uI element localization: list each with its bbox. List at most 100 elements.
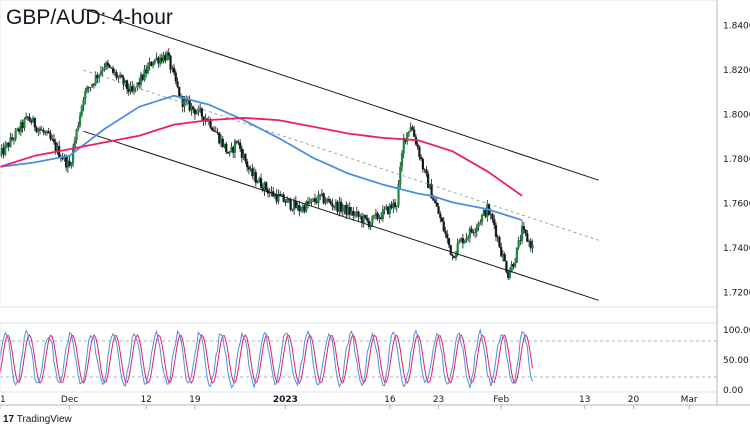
candle-body <box>383 209 386 210</box>
candle-body <box>380 217 383 219</box>
candle-body <box>105 62 108 68</box>
candle-body <box>519 240 522 242</box>
candle-body <box>482 210 485 215</box>
candle-body <box>66 160 69 168</box>
candle-body <box>103 67 106 70</box>
candle-body <box>228 151 231 154</box>
candle-body <box>461 238 465 244</box>
candle-body <box>84 90 87 100</box>
candle-body <box>89 87 92 89</box>
candle-body <box>467 237 470 239</box>
candle-body <box>517 240 520 248</box>
candle-body <box>145 69 148 74</box>
candle-body <box>284 201 287 203</box>
candle-body <box>348 207 351 215</box>
price-tick-label: 1.82000 <box>723 66 750 76</box>
candle-body <box>197 107 200 113</box>
candle-body <box>71 147 75 164</box>
candle-body <box>106 62 109 66</box>
candle-body <box>427 173 430 188</box>
candle-body <box>339 201 343 212</box>
candle-body <box>371 215 374 223</box>
stochastic-k-line <box>0 328 533 389</box>
time-tick-label: 19 <box>189 395 201 405</box>
candle-body <box>385 206 388 210</box>
candle-body <box>124 80 127 85</box>
osc-tick-label: 50.00 <box>723 356 749 366</box>
time-tick-label: 13 <box>579 395 590 405</box>
candle-body <box>470 228 473 232</box>
candle-body <box>258 178 261 183</box>
candle-body <box>480 214 484 223</box>
candle-body <box>479 222 482 224</box>
candle-body <box>181 96 184 107</box>
candle-body <box>167 52 170 56</box>
candle-body <box>98 74 101 79</box>
candle-body <box>514 262 517 267</box>
candle-body <box>413 129 416 137</box>
candle-body <box>320 193 324 196</box>
candle-body <box>395 205 398 207</box>
candle-body <box>37 128 40 132</box>
candle-body <box>293 200 296 211</box>
candle-body <box>388 204 391 215</box>
candle-body <box>232 146 235 153</box>
candle-body <box>472 231 475 234</box>
candle-body <box>420 157 423 160</box>
candle-body <box>237 142 240 144</box>
candle-body <box>432 198 435 201</box>
candle-body <box>174 72 177 82</box>
candle-body <box>289 199 292 210</box>
candle-body <box>242 153 245 158</box>
candle-body <box>125 80 129 89</box>
candle-body <box>355 211 358 214</box>
candle-body <box>360 216 364 223</box>
candle-body <box>120 75 123 78</box>
candle-body <box>527 240 531 242</box>
chart-title: GBP/AUD: 4-hour <box>6 6 173 29</box>
candle-body <box>357 211 360 217</box>
candle-body <box>475 226 478 232</box>
candle-body <box>4 144 7 155</box>
candle-body <box>397 184 400 206</box>
candle-body <box>477 222 480 227</box>
candle-body <box>444 231 447 234</box>
candle-body <box>270 191 273 193</box>
candle-body <box>118 75 122 77</box>
candle-body <box>33 117 36 128</box>
candle-body <box>127 88 130 92</box>
candle-body <box>334 201 337 207</box>
candle-body <box>65 156 68 168</box>
candle-body <box>491 213 494 220</box>
candle-body <box>280 194 284 196</box>
candle-body <box>235 140 238 143</box>
candle-body <box>92 83 96 85</box>
candle-body <box>28 116 31 121</box>
candle-body <box>526 233 529 242</box>
osc-tick-label: 0.00 <box>723 386 743 396</box>
candle-body <box>35 127 38 132</box>
candle-body <box>439 213 442 218</box>
time-tick-label: 16 <box>384 395 396 405</box>
candle-body <box>362 215 365 223</box>
candle-body <box>190 105 193 111</box>
candle-body <box>524 229 527 234</box>
candle-body <box>306 201 310 204</box>
candle-body <box>108 65 111 68</box>
candle-body <box>447 238 451 246</box>
candle-body <box>515 247 518 263</box>
candle-body <box>346 207 350 215</box>
candle-body <box>159 57 162 64</box>
channel-line <box>83 130 599 301</box>
candle-body <box>139 74 143 85</box>
candle-body <box>425 169 428 174</box>
candle-body <box>369 222 372 228</box>
candle-body <box>435 202 438 207</box>
candle-body <box>16 128 19 131</box>
candle-body <box>366 217 369 221</box>
candle-body <box>310 199 313 203</box>
tradingview-logo: 17 TradingView <box>3 414 72 425</box>
candle-body <box>164 55 167 61</box>
candle-body <box>38 128 42 130</box>
